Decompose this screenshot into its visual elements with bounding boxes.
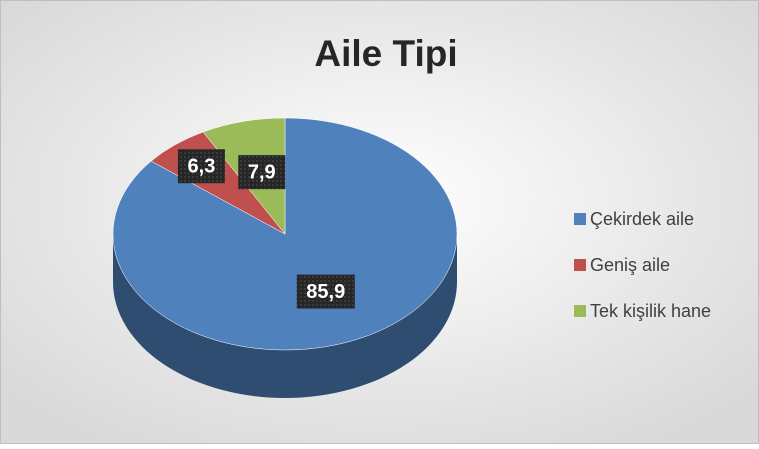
legend-swatch xyxy=(574,259,586,271)
legend-label: Çekirdek aile xyxy=(590,209,694,229)
data-label: 7,9 xyxy=(248,161,276,183)
legend-swatch xyxy=(574,213,586,225)
data-label: 85,9 xyxy=(306,281,345,303)
data-label-box xyxy=(177,149,225,184)
slice-side xyxy=(113,234,457,398)
legend-swatch xyxy=(574,305,586,317)
chart-title: Aile Tipi xyxy=(314,33,457,74)
legend: Çekirdek aile Geniş aile Tek kişilik hane xyxy=(574,209,711,321)
legend-label: Geniş aile xyxy=(590,255,670,275)
data-label-box xyxy=(238,155,286,190)
data-label: 6,3 xyxy=(188,155,216,177)
data-label-box xyxy=(296,274,355,309)
legend-label: Tek kişilik hane xyxy=(590,301,711,321)
data-labels: 85,9 6,3 7,9 xyxy=(177,149,355,309)
